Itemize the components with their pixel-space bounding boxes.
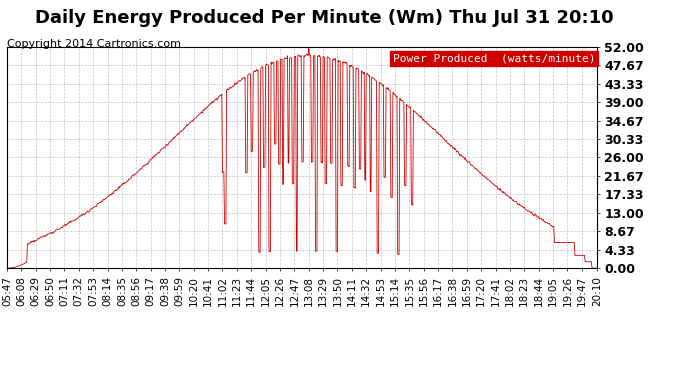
Text: Copyright 2014 Cartronics.com: Copyright 2014 Cartronics.com: [7, 39, 181, 50]
Text: Power Produced  (watts/minute): Power Produced (watts/minute): [393, 54, 595, 63]
Text: Daily Energy Produced Per Minute (Wm) Thu Jul 31 20:10: Daily Energy Produced Per Minute (Wm) Th…: [35, 9, 613, 27]
